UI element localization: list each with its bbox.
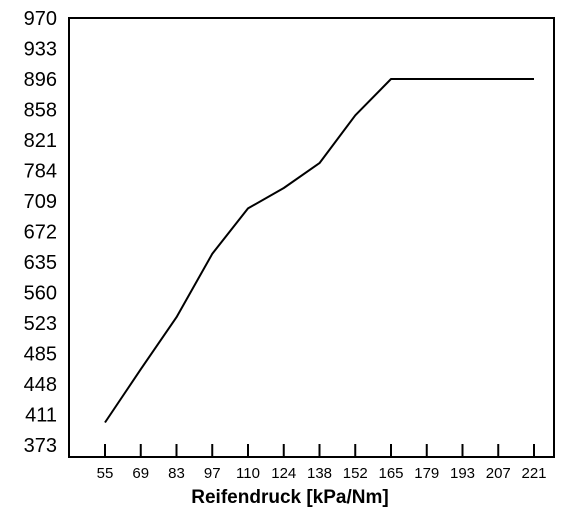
y-tick-label: 709: [24, 191, 57, 213]
x-axis-label: Reifendruck [kPa/Nm]: [191, 487, 388, 508]
x-tick-label: 138: [307, 465, 332, 482]
x-tick-label: 207: [486, 465, 511, 482]
x-tick-label: 97: [204, 465, 221, 482]
x-tick-label: 110: [236, 465, 260, 482]
x-tick-label: 179: [414, 465, 439, 482]
y-tick-label: 784: [24, 161, 57, 183]
y-tick-label: 896: [24, 69, 57, 91]
y-tick-label: 635: [24, 252, 57, 274]
x-axis-ticks: 55 69 83 97 110 124 138 152 165 179 193 207 221: [97, 444, 547, 482]
y-tick-label: 485: [24, 344, 57, 366]
x-tick-label: 165: [378, 465, 403, 482]
series-line: [104, 78, 534, 424]
x-tick-label: 124: [271, 465, 296, 482]
y-tick-label: 411: [25, 405, 57, 427]
x-tick-label: 193: [450, 465, 475, 482]
y-tick-label: 560: [24, 283, 57, 305]
y-tick-label: 858: [24, 100, 57, 122]
x-tick-label: 69: [132, 465, 149, 482]
x-tick-label: 221: [521, 465, 546, 482]
series-layer: [104, 78, 534, 424]
x-tick-label: 152: [343, 465, 368, 482]
x-tick-label: 83: [168, 465, 185, 482]
y-tick-label: 672: [24, 222, 57, 244]
y-tick-label: 373: [24, 435, 57, 457]
y-tick-label: 970: [24, 8, 57, 30]
y-tick-label: 448: [24, 374, 57, 396]
y-tick-label: 933: [24, 39, 57, 61]
y-axis-ticks: 970 933 896 858 821 784 709 672 635 560 523 485 448 4…: [24, 8, 57, 457]
x-tick-label: 55: [97, 465, 114, 482]
y-tick-label: 523: [24, 313, 57, 335]
y-tick-label: 821: [24, 130, 57, 152]
plot-frame: [68, 17, 555, 458]
